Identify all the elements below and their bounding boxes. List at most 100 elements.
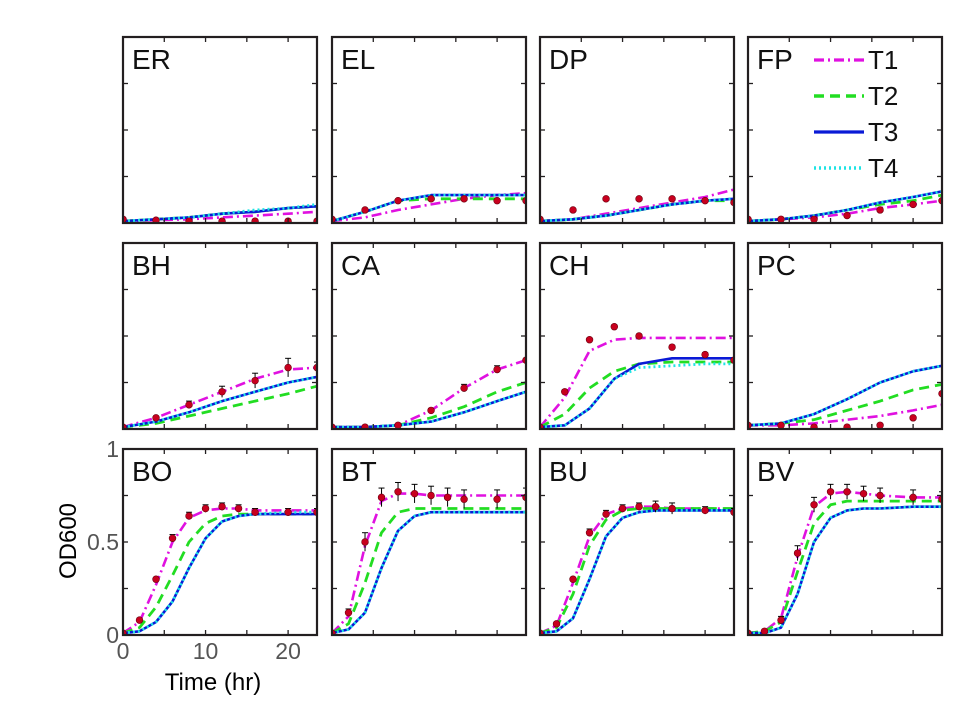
legend-label-t2: T2 <box>868 81 898 111</box>
panel-label: DP <box>549 44 588 75</box>
data-point <box>377 493 386 502</box>
plot-area <box>123 357 317 429</box>
series-line-t1 <box>540 336 734 428</box>
data-point <box>251 508 259 516</box>
series-line-t3 <box>540 357 734 429</box>
data-point <box>760 627 769 635</box>
data-point <box>135 616 144 624</box>
data-point <box>701 506 709 515</box>
data-point <box>443 493 452 502</box>
series-line-t1 <box>540 188 734 223</box>
data-point <box>152 216 160 223</box>
data-point <box>585 336 594 344</box>
data-point <box>777 215 785 223</box>
data-point <box>668 504 676 513</box>
series-line-t2 <box>540 360 734 429</box>
data-point <box>777 421 785 429</box>
panel-er: ER <box>121 35 319 225</box>
data-point <box>493 495 501 503</box>
data-point <box>909 493 917 502</box>
plot-area <box>332 356 526 429</box>
data-point <box>618 504 627 513</box>
data-point <box>602 510 610 518</box>
panel-el: EL <box>330 35 528 225</box>
data-point <box>602 195 610 203</box>
panel-label: BT <box>341 456 377 487</box>
series-line-t4 <box>540 509 734 635</box>
data-point <box>460 195 468 203</box>
data-point <box>218 388 226 396</box>
plot-area <box>123 502 317 635</box>
series-line-t2 <box>123 384 317 429</box>
series-line-t1 <box>748 490 942 635</box>
x-tick-label: 20 <box>275 638 301 664</box>
data-point <box>234 504 243 513</box>
panel-label: BO <box>132 456 172 487</box>
data-point <box>185 217 193 223</box>
data-point <box>361 206 369 214</box>
data-point <box>361 423 369 429</box>
data-point <box>251 376 259 385</box>
data-point <box>701 196 709 205</box>
data-point <box>651 502 660 511</box>
data-point <box>701 350 709 359</box>
series-line-t1 <box>123 210 317 223</box>
data-point <box>793 549 802 557</box>
x-tick-label: 0 <box>117 638 130 664</box>
plot-area <box>123 203 317 223</box>
data-point <box>909 414 917 422</box>
y-tick-label: 1 <box>106 436 119 462</box>
series-line-t4 <box>748 505 942 635</box>
data-point <box>876 491 884 500</box>
series-line-t2 <box>540 507 734 635</box>
data-point <box>569 206 577 214</box>
data-point <box>810 215 818 223</box>
data-point <box>635 195 643 203</box>
data-point <box>561 388 569 396</box>
data-point <box>394 421 402 429</box>
plot-area <box>748 190 942 223</box>
panel-fp: FP <box>746 35 944 225</box>
data-point <box>460 384 468 392</box>
panel-label: EL <box>341 44 375 75</box>
data-point <box>394 488 402 496</box>
panel-bt: BT <box>330 447 528 637</box>
y-tick-label: 0 <box>106 622 119 648</box>
data-point <box>427 195 435 203</box>
data-point <box>552 620 561 628</box>
data-point <box>493 196 501 205</box>
panel-bh: BH <box>121 241 319 431</box>
data-point <box>218 217 226 223</box>
data-point <box>843 211 851 220</box>
data-point <box>361 538 369 546</box>
data-point <box>284 363 292 372</box>
plot-area <box>332 191 526 223</box>
y-tick-label: 0.5 <box>87 529 119 555</box>
data-point <box>569 575 577 583</box>
data-point <box>843 488 851 496</box>
plot-area <box>332 481 526 635</box>
axes-text-layer: OD600 Time (hr) <box>55 503 261 696</box>
x-axis-label: Time (hr) <box>165 669 261 696</box>
data-point <box>168 534 177 542</box>
data-point <box>251 217 259 223</box>
data-point <box>344 608 353 617</box>
plot-area <box>748 483 942 635</box>
data-point <box>493 365 501 374</box>
panel-label: ER <box>132 44 171 75</box>
data-point <box>635 502 643 511</box>
series-line-t2 <box>332 381 526 429</box>
data-point <box>668 343 676 351</box>
panel-label: BH <box>132 250 171 281</box>
panel-pc: PC <box>746 241 944 431</box>
data-point <box>394 196 402 205</box>
data-point <box>859 489 868 498</box>
data-point <box>185 512 193 520</box>
series-line-t3 <box>540 509 734 635</box>
series-line-t1 <box>123 507 317 635</box>
panel-bv: BV <box>746 447 944 637</box>
